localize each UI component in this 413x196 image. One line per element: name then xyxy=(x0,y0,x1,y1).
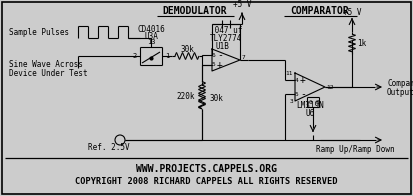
Text: 220k: 220k xyxy=(176,92,195,101)
Text: +: + xyxy=(217,60,223,70)
Text: +: + xyxy=(300,75,306,85)
Text: 5: 5 xyxy=(294,92,298,96)
Text: U3A: U3A xyxy=(144,32,158,41)
Text: Sine Wave Across: Sine Wave Across xyxy=(9,60,83,68)
Text: 2: 2 xyxy=(133,53,137,59)
Text: 13: 13 xyxy=(147,39,155,45)
Text: U6: U6 xyxy=(305,109,315,117)
Text: Sample Pulses: Sample Pulses xyxy=(9,27,69,36)
Text: 1k: 1k xyxy=(357,38,366,47)
Text: 6: 6 xyxy=(309,100,313,104)
Text: TLY2774: TLY2774 xyxy=(210,34,242,43)
Text: 1: 1 xyxy=(165,53,169,59)
Text: 8: 8 xyxy=(316,100,320,104)
Text: 4: 4 xyxy=(294,77,298,83)
Text: Ramp Up/Ramp Down: Ramp Up/Ramp Down xyxy=(316,144,394,153)
Text: +5 V: +5 V xyxy=(233,0,251,8)
Text: DEMODULATOR: DEMODULATOR xyxy=(163,6,227,16)
Text: LM319N: LM319N xyxy=(296,101,324,110)
Text: 3: 3 xyxy=(289,99,293,103)
Text: U1B: U1B xyxy=(215,42,229,51)
Text: 30k: 30k xyxy=(210,93,224,103)
Text: CD4016: CD4016 xyxy=(137,24,165,34)
Text: 7: 7 xyxy=(242,54,246,60)
Text: -: - xyxy=(300,89,306,99)
Text: .047 uf: .047 uf xyxy=(210,25,242,34)
Text: 5: 5 xyxy=(211,63,215,67)
Text: 30k: 30k xyxy=(180,44,194,54)
Text: 6: 6 xyxy=(211,53,215,57)
Text: Device Under Test: Device Under Test xyxy=(9,68,88,77)
Text: Output: Output xyxy=(387,87,413,96)
Text: 12: 12 xyxy=(326,84,334,90)
Text: +5 V: +5 V xyxy=(343,7,361,16)
Text: COMPARATOR: COMPARATOR xyxy=(291,6,349,16)
Text: -: - xyxy=(217,50,223,60)
Text: Ref. 2.5V: Ref. 2.5V xyxy=(88,143,130,152)
Text: Comparitor: Comparitor xyxy=(387,79,413,87)
Text: COPYRIGHT 2008 RICHARD CAPPELS ALL RIGHTS RESERVED: COPYRIGHT 2008 RICHARD CAPPELS ALL RIGHT… xyxy=(75,177,337,185)
Text: WWW.PROJECTS.CAPPELS.ORG: WWW.PROJECTS.CAPPELS.ORG xyxy=(135,164,276,174)
Text: 11: 11 xyxy=(285,71,293,75)
